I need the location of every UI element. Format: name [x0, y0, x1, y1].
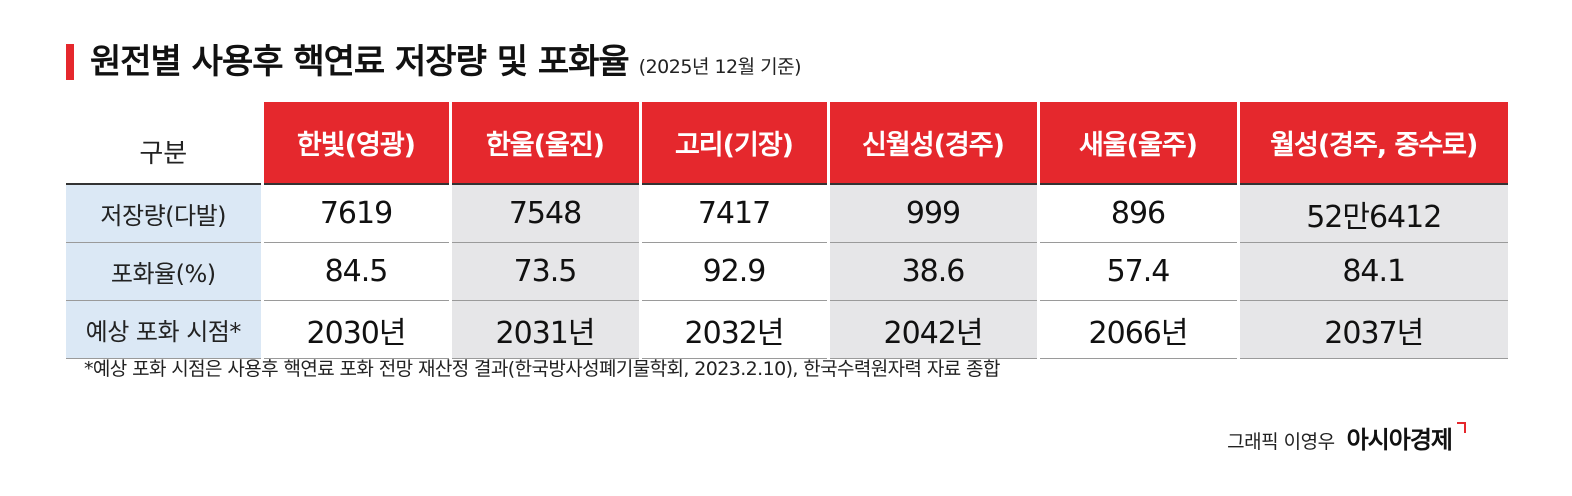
table-cell: 999 [826, 184, 1038, 243]
header-cell: 한울(울진) [448, 102, 640, 185]
table-cell: 2030년 [260, 300, 450, 359]
table-cell: 73.5 [448, 242, 640, 301]
row-label: 예상 포화 시점* [66, 300, 262, 359]
table-cell: 84.1 [1236, 242, 1508, 301]
table-cell: 2066년 [1036, 300, 1238, 359]
table-cell: 2042년 [826, 300, 1038, 359]
row-label: 저장량(다발) [66, 184, 262, 243]
table-cell: 84.5 [260, 242, 450, 301]
table-cell: 7619 [260, 184, 450, 243]
table-cell: 896 [1036, 184, 1238, 243]
header-cell: 새울(울주) [1036, 102, 1238, 185]
row-label: 포화율(%) [66, 242, 262, 301]
brand-mark-icon [1457, 422, 1466, 433]
table-cell: 2032년 [638, 300, 828, 359]
table-cell: 7548 [448, 184, 640, 243]
footnote: *예상 포화 시점은 사용후 핵연료 포화 전망 재산정 결과(한국방사성폐기물… [84, 358, 1000, 380]
brand-logo: 아시아경제 [1346, 420, 1466, 455]
title-accent-bar [66, 44, 74, 80]
graphic-byline: 그래픽 이영우 [1227, 431, 1335, 453]
page-subtitle: (2025년 12월 기준) [638, 56, 802, 78]
table-row: 저장량(다발) 7619 7548 7417 999 896 52만6412 [66, 184, 1508, 243]
table-row: 포화율(%) 84.5 73.5 92.9 38.6 57.4 84.1 [66, 242, 1508, 301]
header-cell: 고리(기장) [638, 102, 828, 185]
table-cell: 7417 [638, 184, 828, 243]
header-cell: 한빛(영광) [260, 102, 450, 185]
table-cell: 38.6 [826, 242, 1038, 301]
table-cell: 57.4 [1036, 242, 1238, 301]
table-header-row: 구분 한빛(영광) 한울(울진) 고리(기장) 신월성(경주) 새울(울주) 월… [66, 102, 1508, 185]
table-row: 예상 포화 시점* 2030년 2031년 2032년 2042년 2066년 … [66, 300, 1508, 359]
brand-name: 아시아경제 [1346, 426, 1453, 454]
page-title: 원전별 사용후 핵연료 저장량 및 포화율 [90, 42, 630, 82]
table-cell: 92.9 [638, 242, 828, 301]
header-corner: 구분 [66, 102, 262, 185]
table-cell: 52만6412 [1236, 184, 1508, 243]
title-block: 원전별 사용후 핵연료 저장량 및 포화율 (2025년 12월 기준) [90, 34, 802, 84]
table-cell: 2031년 [448, 300, 640, 359]
header-cell: 월성(경주, 중수로) [1236, 102, 1508, 185]
header-cell: 신월성(경주) [826, 102, 1038, 185]
storage-table: 구분 한빛(영광) 한울(울진) 고리(기장) 신월성(경주) 새울(울주) 월… [66, 102, 1508, 359]
credit: 그래픽 이영우 아시아경제 [1227, 420, 1466, 455]
table-cell: 2037년 [1236, 300, 1508, 359]
